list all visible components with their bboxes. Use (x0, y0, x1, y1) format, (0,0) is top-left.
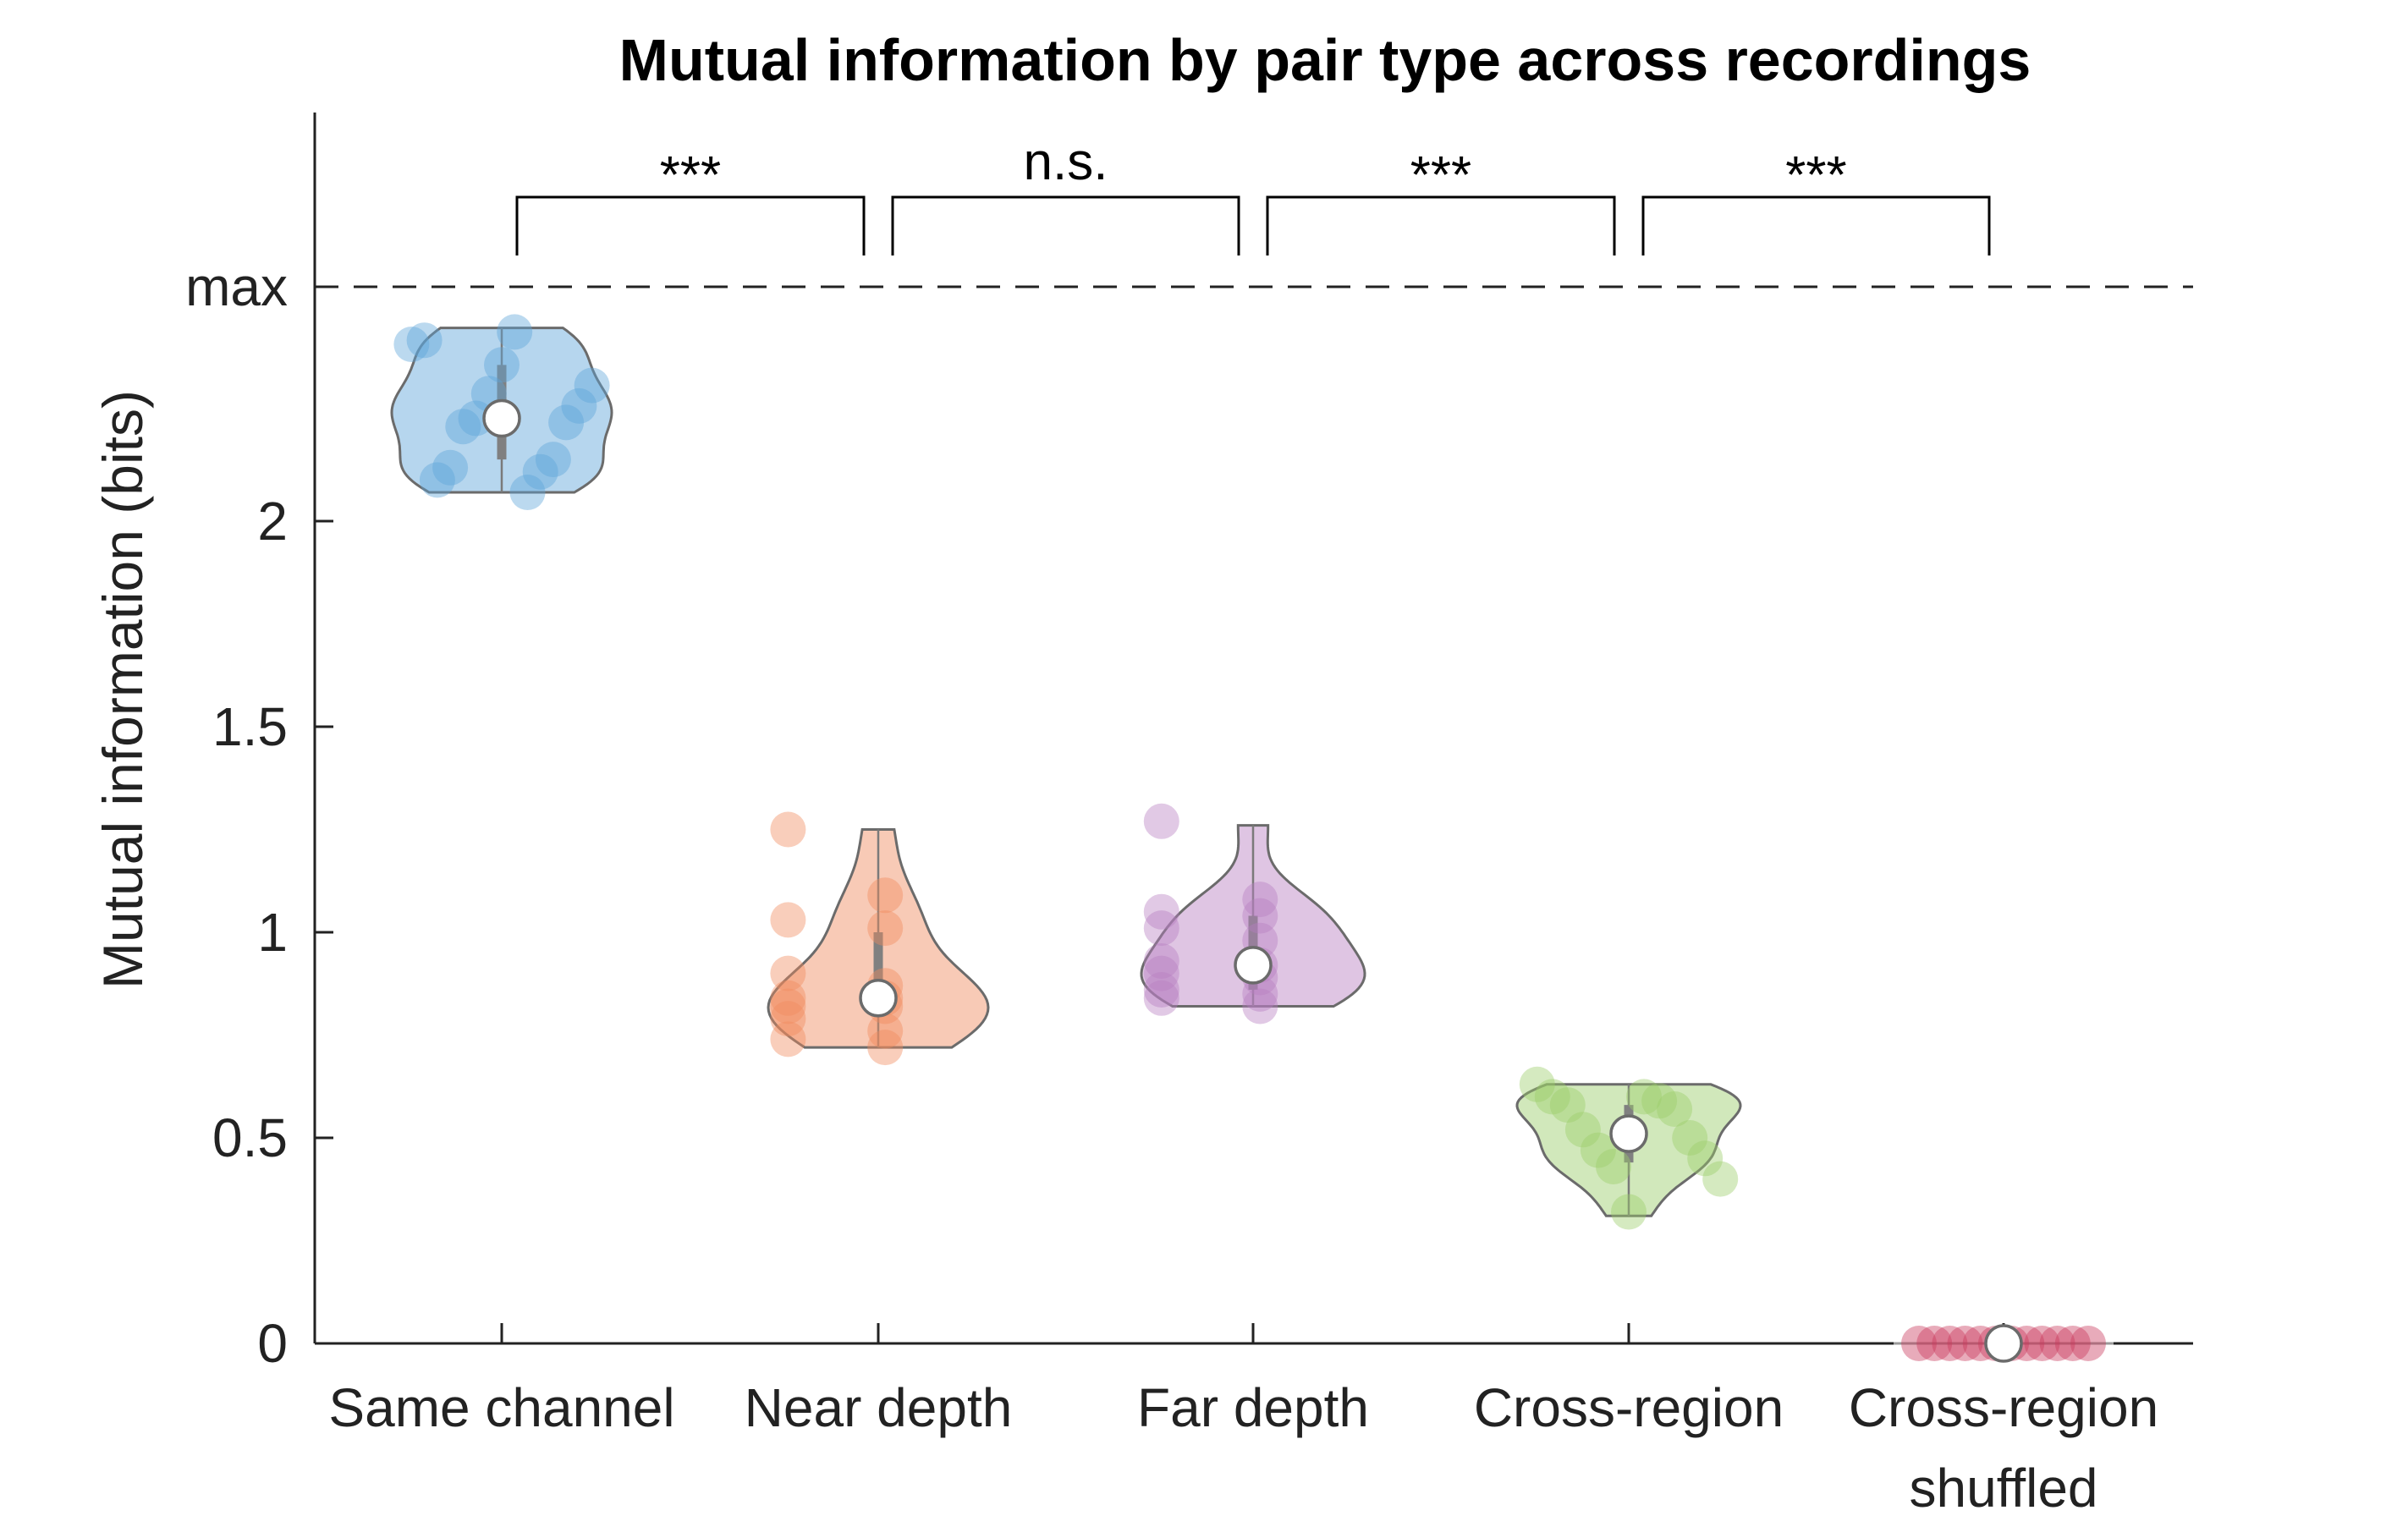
violin-0 (390, 314, 613, 510)
significance-label: n.s. (1024, 133, 1108, 191)
data-point (561, 387, 597, 424)
data-point (1242, 988, 1278, 1024)
significance-label: *** (1785, 146, 1846, 205)
data-point (770, 980, 806, 1016)
data-point (2039, 1326, 2075, 1361)
data-point (2070, 1326, 2106, 1361)
significance-bracket (515, 195, 866, 255)
data-point (1687, 1140, 1724, 1177)
significance-bracket (1266, 195, 1616, 255)
data-point (1519, 1066, 1555, 1102)
data-point (1143, 893, 1179, 930)
median-marker (1234, 946, 1273, 985)
data-point (1611, 1194, 1647, 1230)
data-point (1143, 955, 1179, 991)
data-point (770, 1001, 806, 1037)
x-tick-label: shuffled (1910, 1458, 2098, 1516)
significance-brackets: *** n.s. *** *** (515, 133, 1991, 255)
data-point (867, 877, 904, 914)
data-point (1916, 1326, 1953, 1361)
data-point (1657, 1091, 1693, 1127)
data-point (2024, 1326, 2060, 1361)
data-point (770, 811, 806, 848)
data-point (1549, 1087, 1586, 1123)
data-point (770, 988, 806, 1024)
y-tick-label: 1.5 (212, 696, 288, 757)
significance-bracket (891, 195, 1240, 255)
data-point (770, 1021, 806, 1057)
y-tick-label: 1 (257, 902, 288, 963)
data-point (1672, 1120, 1708, 1156)
significance-bracket (1641, 195, 1991, 255)
y-tick-label: 0 (257, 1313, 288, 1374)
data-point (867, 1030, 904, 1066)
data-point (1901, 1326, 1937, 1361)
violin-3 (1515, 1066, 1742, 1230)
data-point (1596, 1149, 1631, 1184)
data-point (867, 910, 904, 947)
median-marker (859, 979, 898, 1018)
median-marker (1609, 1114, 1648, 1153)
data-point (445, 409, 481, 445)
data-point (1143, 943, 1179, 979)
data-point (1143, 910, 1179, 947)
data-point (419, 462, 455, 498)
data-point (1242, 975, 1278, 1012)
max-line-label: max (185, 256, 288, 317)
x-tick-label: Cross-region (1849, 1377, 2158, 1438)
significance-label: *** (1410, 146, 1471, 205)
data-point (1626, 1079, 1662, 1115)
data-point (1580, 1132, 1616, 1168)
violin-2 (1140, 803, 1366, 1024)
data-point (535, 442, 571, 478)
x-tick-label: Same channel (328, 1377, 674, 1438)
violin-4 (1894, 1324, 2114, 1363)
data-point (1932, 1326, 1968, 1361)
violins (390, 314, 2114, 1363)
data-point (497, 314, 533, 350)
violin-1 (767, 811, 990, 1066)
data-point (406, 322, 443, 359)
data-point (432, 449, 469, 486)
y-axis-label: Mutual information (bits) (91, 390, 154, 989)
data-point (509, 475, 546, 510)
data-point (1641, 1083, 1678, 1119)
data-point (867, 1013, 904, 1049)
chart-title: Mutual information by pair type across r… (619, 27, 2031, 93)
x-tick-label: Cross-region (1474, 1377, 1784, 1438)
data-point (574, 367, 610, 404)
y-tick-label: 0.5 (212, 1107, 288, 1168)
data-point (1143, 972, 1179, 1008)
x-tick-label: Far depth (1137, 1377, 1369, 1438)
median-marker (482, 398, 521, 438)
data-point (484, 347, 520, 383)
data-point (770, 902, 806, 938)
data-point (522, 453, 558, 490)
axes: 0 0.5 1 1.5 2 max Same channel Near depth Far de… (185, 113, 2193, 1516)
data-point (393, 327, 430, 362)
data-point (1242, 898, 1278, 934)
significance-label: *** (660, 146, 721, 205)
data-point (770, 955, 806, 991)
data-point (2054, 1326, 2091, 1361)
data-point (1534, 1079, 1570, 1115)
data-point (1564, 1112, 1601, 1148)
data-point (1947, 1326, 1983, 1361)
data-point (1143, 980, 1179, 1016)
data-point (548, 404, 585, 441)
y-tick-label: 2 (257, 491, 288, 552)
data-point (1702, 1161, 1739, 1197)
data-point (1242, 882, 1278, 918)
x-tick-label: Near depth (745, 1377, 1013, 1438)
median-marker (1984, 1324, 2023, 1363)
data-point (1143, 803, 1179, 839)
